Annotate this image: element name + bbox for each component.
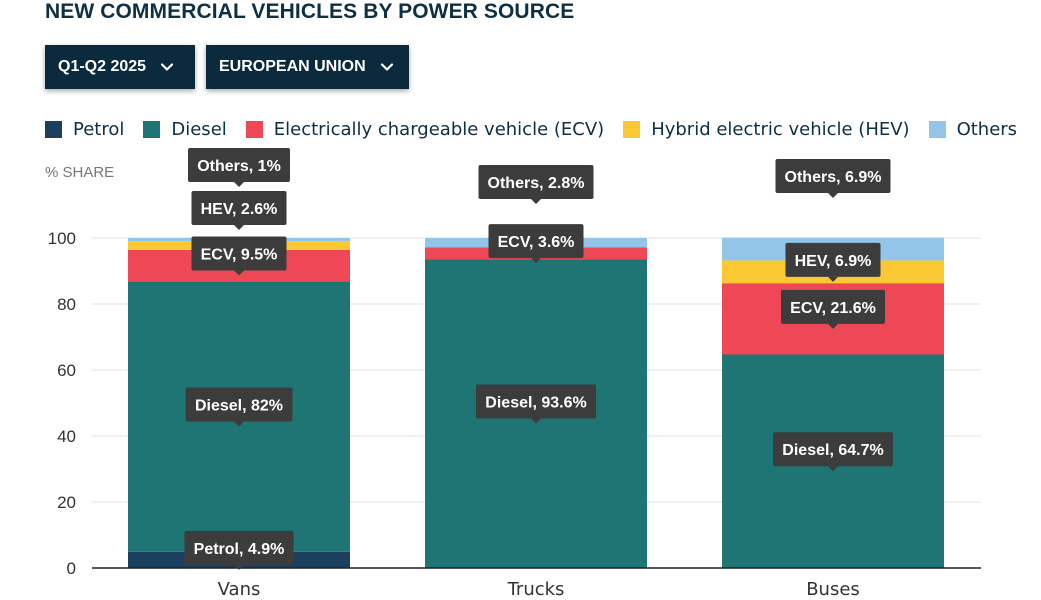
data-label-text: ECV, 21.6% (790, 300, 876, 317)
data-label-box (775, 159, 891, 193)
data-label-box (185, 387, 293, 422)
legend-item-others[interactable]: Others (928, 119, 1018, 140)
data-label-others: Others, 6.9% (775, 159, 891, 198)
data-label-pointer (234, 421, 244, 427)
data-label-pointer (828, 466, 838, 472)
data-label-ecv: ECV, 21.6% (781, 289, 885, 329)
data-label-pointer (531, 258, 541, 264)
data-label-text: HEV, 6.9% (795, 253, 872, 270)
legend-swatch-hev (623, 121, 641, 138)
region-dropdown-label: EUROPEAN UNION (219, 58, 366, 75)
legend-item-ecv[interactable]: Electrically chargeable vehicle (ECV) (245, 119, 605, 140)
data-label-text: Diesel, 93.6% (485, 395, 586, 412)
chevron-down-icon (160, 63, 174, 71)
data-label-pointer (828, 323, 838, 329)
data-label-text: Diesel, 82% (195, 398, 283, 415)
data-label-pointer (234, 564, 244, 570)
legend-label-ecv: Electrically chargeable vehicle (ECV) (273, 119, 605, 140)
data-label-pointer (234, 225, 244, 230)
y-tick-label: 100 (48, 229, 76, 248)
data-label-pointer (531, 418, 541, 424)
legend-item-petrol[interactable]: Petrol (45, 119, 124, 140)
data-label-pointer (234, 182, 244, 187)
data-label-box (188, 148, 290, 182)
chart-legend: Petrol Diesel Electrically chargeable ve… (45, 119, 1036, 140)
legend-swatch-petrol (45, 121, 62, 138)
y-axis-label: % SHARE (45, 164, 115, 181)
legend-item-hev[interactable]: Hybrid electric vehicle (HEV) (623, 119, 910, 140)
y-tick-label: 60 (57, 361, 76, 380)
data-label-hev: HEV, 6.9% (785, 242, 881, 282)
data-label-box (785, 242, 881, 277)
data-label-box (478, 165, 594, 199)
data-label-box (191, 191, 287, 225)
data-label-others: Others, 2.8% (478, 165, 594, 204)
y-tick-label: 0 (67, 559, 76, 578)
data-label-diesel: Diesel, 64.7% (773, 432, 893, 472)
legend-swatch-others (928, 121, 946, 138)
data-label-text: Others, 2.8% (488, 175, 585, 192)
data-label-text: ECV, 3.6% (498, 234, 575, 251)
data-label-diesel: Diesel, 93.6% (476, 384, 596, 424)
data-label-ecv: ECV, 3.6% (488, 224, 584, 264)
data-label-pointer (531, 199, 541, 204)
data-label-text: Petrol, 4.9% (194, 541, 285, 558)
data-label-hev: HEV, 2.6% (191, 191, 287, 230)
chevron-down-icon (380, 63, 393, 71)
y-tick-label: 20 (57, 493, 76, 512)
data-label-petrol: Petrol, 4.9% (184, 530, 294, 570)
data-label-text: ECV, 9.5% (201, 247, 278, 264)
data-label-box (184, 530, 294, 565)
legend-label-hev: Hybrid electric vehicle (HEV) (651, 119, 910, 140)
region-dropdown[interactable]: EUROPEAN UNION (206, 45, 409, 89)
data-label-pointer (828, 193, 838, 198)
data-label-text: Others, 1% (197, 158, 281, 175)
data-label-ecv: ECV, 9.5% (191, 236, 287, 276)
y-tick-label: 80 (57, 295, 76, 314)
x-tick-label: Buses (806, 579, 860, 600)
data-label-box (781, 289, 885, 324)
data-label-text: HEV, 2.6% (201, 201, 278, 218)
data-label-text: Others, 6.9% (785, 169, 882, 186)
legend-item-diesel[interactable]: Diesel (143, 119, 227, 140)
data-label-text: Diesel, 64.7% (782, 442, 883, 459)
x-tick-label: Trucks (507, 579, 565, 600)
data-label-pointer (828, 276, 838, 282)
data-label-box (488, 224, 584, 259)
y-tick-label: 40 (57, 427, 76, 446)
data-label-box (191, 236, 287, 271)
data-label-box (476, 384, 596, 419)
legend-swatch-ecv (245, 121, 263, 138)
period-dropdown-label: Q1-Q2 2025 (58, 58, 147, 75)
chart-title: NEW COMMERCIAL VEHICLES BY POWER SOURCE (45, 0, 575, 23)
period-dropdown[interactable]: Q1-Q2 2025 (45, 45, 195, 89)
legend-swatch-diesel (143, 121, 161, 138)
data-label-diesel: Diesel, 82% (185, 387, 293, 427)
legend-label-petrol: Petrol (73, 119, 125, 140)
data-label-box (773, 432, 893, 467)
legend-label-others: Others (956, 119, 1018, 140)
legend-label-diesel: Diesel (171, 119, 227, 140)
data-label-others: Others, 1% (188, 148, 290, 187)
data-label-pointer (234, 270, 244, 276)
x-tick-label: Vans (218, 579, 261, 600)
